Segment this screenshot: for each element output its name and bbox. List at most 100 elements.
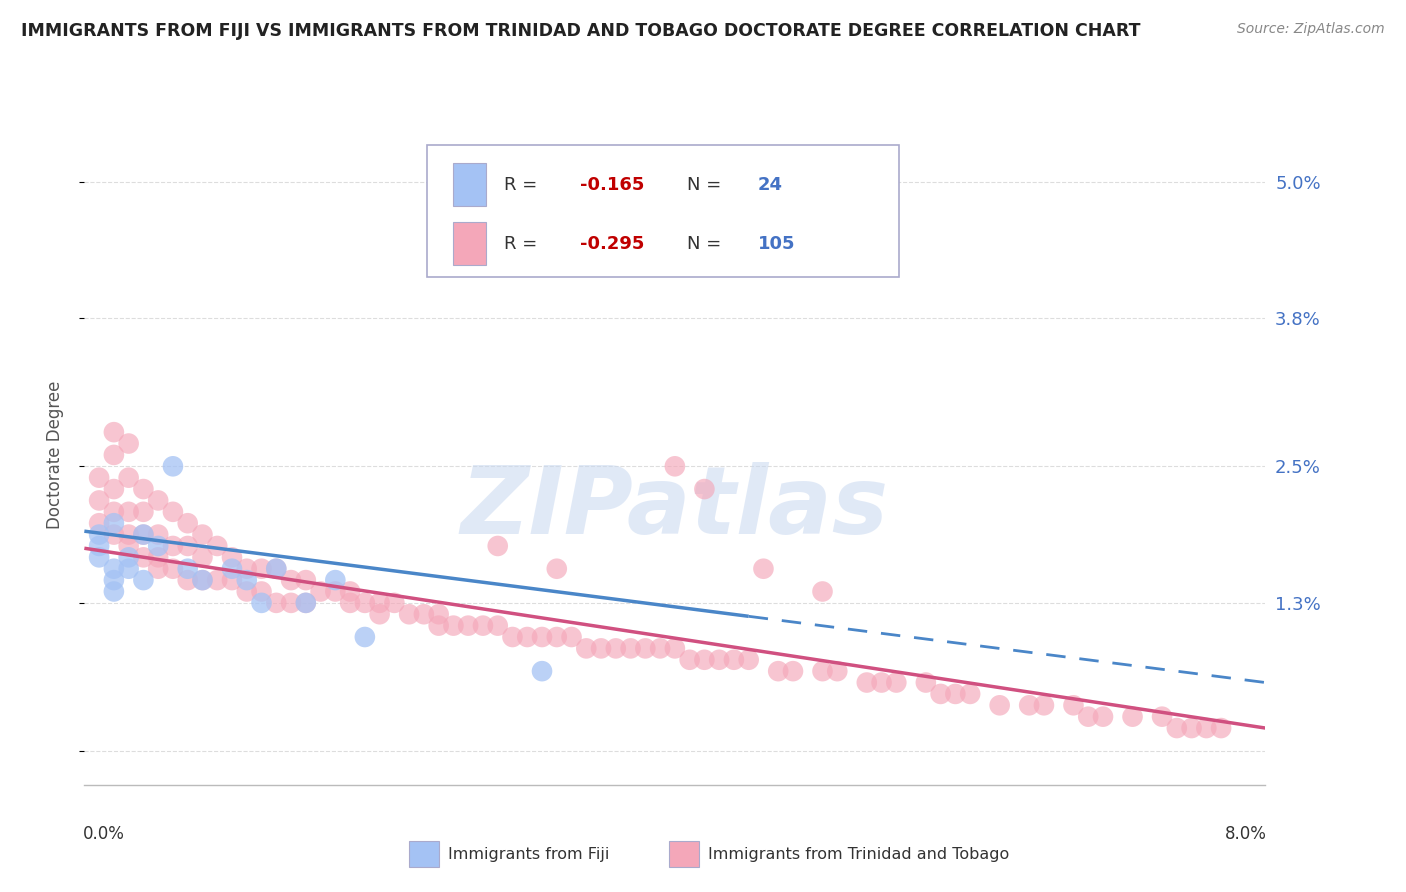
Point [132,527,155,541]
Point [103,562,125,576]
Point [368,607,391,622]
Point [531,630,554,644]
Point [250,584,273,599]
Point [236,573,259,587]
Point [516,630,538,644]
Point [693,482,716,496]
Text: N =: N = [686,235,727,253]
Point [870,675,893,690]
Point [103,527,125,541]
Text: -0.295: -0.295 [581,235,645,253]
Point [148,539,170,553]
Point [118,539,141,553]
Point [782,664,804,678]
Point [457,618,479,632]
Point [531,664,554,678]
Point [132,573,155,587]
Text: -0.165: -0.165 [581,176,645,194]
Bar [409,841,439,867]
Point [723,653,745,667]
Point [323,584,347,599]
Point [634,641,657,656]
Text: 0.0%: 0.0% [83,824,125,843]
Point [162,562,184,576]
Point [1195,721,1218,735]
Point [1018,698,1040,713]
Point [280,573,302,587]
Point [205,573,228,587]
Point [264,562,288,576]
Point [132,505,155,519]
Point [103,584,125,599]
Point [103,482,125,496]
Point [295,596,318,610]
Point [1150,709,1173,723]
Point [264,562,288,576]
Point [368,596,391,610]
Point [250,596,273,610]
Point [191,573,214,587]
Point [118,550,141,565]
Point [502,630,524,644]
Point [103,573,125,587]
Point [648,641,672,656]
Point [886,675,908,690]
Point [148,493,170,508]
Point [575,641,598,656]
Point [486,539,509,553]
Text: ZIPatlas: ZIPatlas [461,462,889,554]
Point [354,630,377,644]
Point [1122,709,1144,723]
Point [546,630,568,644]
Point [177,539,200,553]
Point [118,505,141,519]
Point [427,607,450,622]
Point [339,596,361,610]
Point [177,562,200,576]
Point [89,550,111,565]
Point [103,516,125,531]
Text: IMMIGRANTS FROM FIJI VS IMMIGRANTS FROM TRINIDAD AND TOBAGO DOCTORATE DEGREE COR: IMMIGRANTS FROM FIJI VS IMMIGRANTS FROM … [21,22,1140,40]
Point [929,687,952,701]
Point [309,584,332,599]
Point [339,584,361,599]
Point [811,584,834,599]
Point [1032,698,1054,713]
Point [89,527,111,541]
Point [191,550,214,565]
Point [693,653,716,667]
Point [132,482,155,496]
Point [945,687,967,701]
Text: Immigrants from Trinidad and Tobago: Immigrants from Trinidad and Tobago [709,847,1010,862]
Y-axis label: Doctorate Degree: Doctorate Degree [45,381,63,529]
Point [988,698,1011,713]
Point [1181,721,1204,735]
Point [118,436,141,450]
Point [89,493,111,508]
Text: Source: ZipAtlas.com: Source: ZipAtlas.com [1237,22,1385,37]
Point [89,471,111,485]
Point [427,618,450,632]
Point [191,527,214,541]
Bar [453,222,486,265]
Bar [453,162,486,206]
Point [811,664,834,678]
Point [205,539,228,553]
Point [619,641,641,656]
Point [752,562,775,576]
Text: R =: R = [503,235,543,253]
Point [162,459,184,474]
Point [1077,709,1099,723]
Point [221,562,243,576]
Point [768,664,790,678]
Point [103,505,125,519]
Point [295,596,318,610]
Point [737,653,759,667]
Point [236,562,259,576]
Point [103,448,125,462]
Point [591,641,613,656]
Point [546,562,568,576]
Point [132,527,155,541]
Point [664,641,686,656]
Point [148,527,170,541]
